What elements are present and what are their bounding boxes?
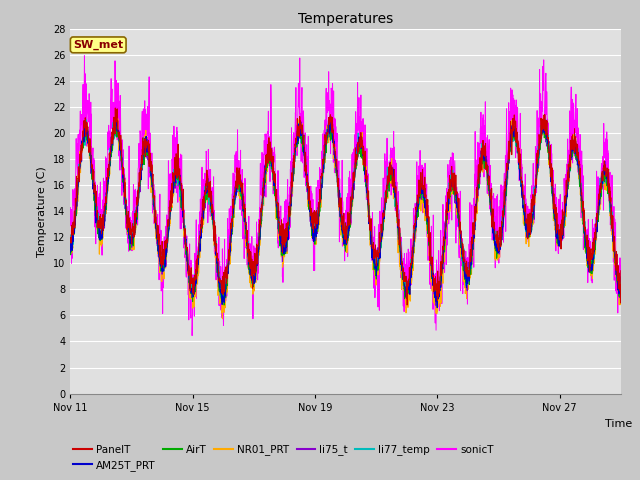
- Text: SW_met: SW_met: [73, 40, 124, 50]
- X-axis label: Time: Time: [605, 419, 632, 429]
- Title: Temperatures: Temperatures: [298, 12, 393, 26]
- Y-axis label: Temperature (C): Temperature (C): [38, 166, 47, 257]
- Legend: PanelT, AM25T_PRT, AirT, NR01_PRT, li75_t, li77_temp, sonicT: PanelT, AM25T_PRT, AirT, NR01_PRT, li75_…: [69, 440, 498, 475]
